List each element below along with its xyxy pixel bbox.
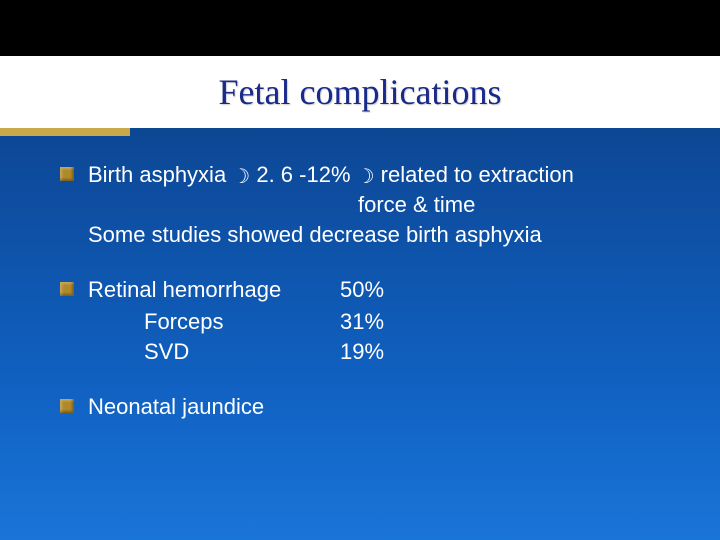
stat-row: SVD 19% (88, 337, 680, 367)
top-black-band (0, 0, 720, 56)
asphyxia-line1: Birth asphyxia ☽ 2. 6 -12% ☽ related to … (88, 160, 574, 190)
bullet-icon (60, 399, 74, 413)
slide-title: Fetal complications (219, 71, 502, 113)
forceps-label: Forceps (88, 307, 340, 337)
retinal-value: 50% (340, 275, 410, 305)
asphyxia-line2: force & time (358, 190, 680, 220)
bullet-item-asphyxia: Birth asphyxia ☽ 2. 6 -12% ☽ related to … (60, 160, 680, 249)
asphyxia-line3: Some studies showed decrease birth asphy… (88, 220, 680, 250)
moon-icon: ☽ (232, 164, 250, 191)
asphyxia-post: related to extraction (375, 162, 574, 187)
asphyxia-pre: Birth asphyxia (88, 162, 232, 187)
gold-accent-bar (0, 128, 130, 136)
svd-value: 19% (340, 337, 410, 367)
bullet-icon (60, 282, 74, 296)
svd-label: SVD (88, 337, 340, 367)
bullet-item-jaundice: Neonatal jaundice (60, 392, 680, 422)
title-band: Fetal complications (0, 56, 720, 128)
retinal-label: Retinal hemorrhage (88, 275, 340, 305)
forceps-value: 31% (340, 307, 410, 337)
slide-content: Birth asphyxia ☽ 2. 6 -12% ☽ related to … (60, 160, 680, 448)
moon-icon: ☽ (357, 164, 375, 191)
stat-row: Forceps 31% (88, 307, 680, 337)
jaundice-label: Neonatal jaundice (88, 392, 264, 422)
bullet-item-retinal: Retinal hemorrhage 50% Forceps 31% SVD 1… (60, 275, 680, 366)
bullet-icon (60, 167, 74, 181)
asphyxia-stat: 2. 6 -12% (250, 162, 356, 187)
